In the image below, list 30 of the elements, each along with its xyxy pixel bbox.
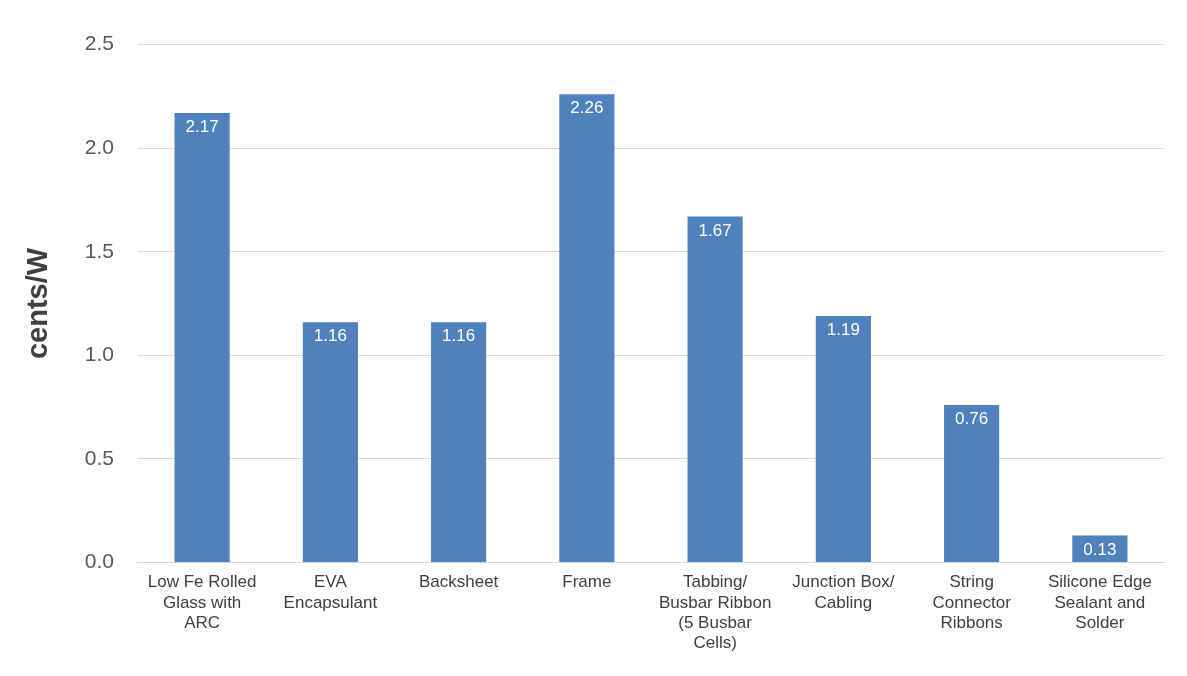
bar xyxy=(431,322,487,562)
bar xyxy=(559,94,615,562)
bar xyxy=(687,216,743,562)
y-tick-label: 2.5 xyxy=(84,31,114,55)
data-label: 0.76 xyxy=(955,409,989,429)
x-tick-label: Frame xyxy=(562,572,612,592)
data-label: 0.13 xyxy=(1083,539,1117,559)
data-label: 2.17 xyxy=(185,117,219,137)
data-label: 1.16 xyxy=(442,326,476,346)
x-tick-label: Low Fe Rolled Glass with ARC xyxy=(147,572,257,633)
y-tick-label: 1.5 xyxy=(84,238,114,262)
x-tick-label: String Connector Ribbons xyxy=(932,572,1012,633)
x-tick-label: Backsheet xyxy=(418,572,499,592)
bar xyxy=(174,112,230,562)
data-label: 1.19 xyxy=(826,320,860,340)
y-tick-label: 0.5 xyxy=(84,445,114,469)
bar xyxy=(944,404,1000,562)
x-tick-label: Tabbing/ Busbar Ribbon (5 Busbar Cells) xyxy=(658,572,772,653)
y-tick-label: 1.0 xyxy=(84,342,114,366)
y-axis-title: cents/W xyxy=(21,247,54,360)
data-label: 1.16 xyxy=(313,326,347,346)
bar xyxy=(302,322,358,562)
y-tick-label: 0.0 xyxy=(84,549,114,573)
x-tick-label: Junction Box/ Cabling xyxy=(792,572,895,612)
x-tick-label: Silicone Edge Sealant and Solder xyxy=(1047,572,1152,633)
data-label: 2.26 xyxy=(570,98,604,118)
data-label: 1.67 xyxy=(698,220,732,240)
x-tick-label: EVA Encapsulant xyxy=(283,572,378,612)
y-tick-label: 2.0 xyxy=(84,134,114,158)
bar xyxy=(815,315,871,562)
